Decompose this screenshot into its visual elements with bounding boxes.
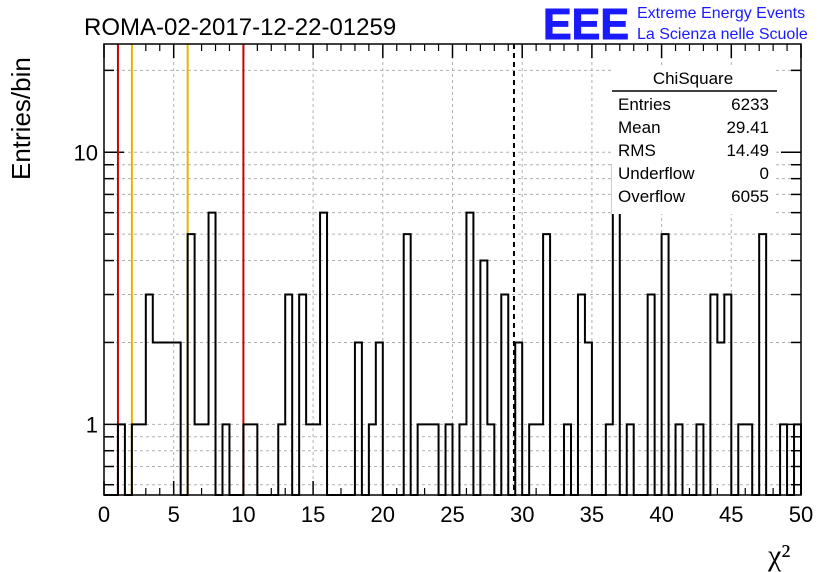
stats-row-label: Mean xyxy=(618,118,661,137)
x-tick-label: 35 xyxy=(580,502,604,527)
run-title: ROMA-02-2017-12-22-01259 xyxy=(84,14,396,41)
x-tick-label: 10 xyxy=(231,502,255,527)
stats-box: ChiSquare Entries 6233 Mean 29.41 RMS 14.49 Un… xyxy=(612,66,777,214)
eee-logo: EEE Extreme Energy Events La Scienza nel… xyxy=(543,0,808,50)
x-tick-label: 40 xyxy=(649,502,673,527)
x-tick-label: 20 xyxy=(371,502,395,527)
stats-row-label: RMS xyxy=(618,141,656,160)
stats-row-label: Overflow xyxy=(618,187,686,206)
eee-logo-text: EEE xyxy=(543,0,629,49)
x-axis-label: χ² xyxy=(767,539,790,572)
y-tick-label: 1 xyxy=(86,412,98,437)
y-tick-label: 10 xyxy=(74,140,98,165)
tick-labels: 0 5 10 15 20 25 30 35 40 45 50 1 10 xyxy=(74,140,814,527)
stats-row-label: Underflow xyxy=(618,164,695,183)
x-tick-label: 50 xyxy=(789,502,813,527)
stats-row-value: 6233 xyxy=(731,95,769,114)
stats-row-value: 6055 xyxy=(731,187,769,206)
stats-title: ChiSquare xyxy=(653,69,733,88)
plot-frame xyxy=(103,43,802,496)
stats-rows: Entries 6233 Mean 29.41 RMS 14.49 Underflow 0 Ov… xyxy=(618,95,769,206)
stats-row-value: 0 xyxy=(760,164,769,183)
x-tick-label: 0 xyxy=(98,502,110,527)
stats-row-label: Entries xyxy=(618,95,671,114)
vertical-markers xyxy=(116,44,515,495)
x-tick-label: 25 xyxy=(440,502,464,527)
x-tick-label: 5 xyxy=(168,502,180,527)
logo-line-2: La Scienza nelle Scuole xyxy=(637,26,808,43)
x-tick-label: 45 xyxy=(719,502,743,527)
stats-row-value: 29.41 xyxy=(726,118,769,137)
x-tick-label: 30 xyxy=(510,502,534,527)
logo-line-1: Extreme Energy Events xyxy=(637,5,805,22)
y-axis-label: Entries/bin xyxy=(6,57,36,180)
stats-row-value: 14.49 xyxy=(726,141,769,160)
x-tick-label: 15 xyxy=(301,502,325,527)
